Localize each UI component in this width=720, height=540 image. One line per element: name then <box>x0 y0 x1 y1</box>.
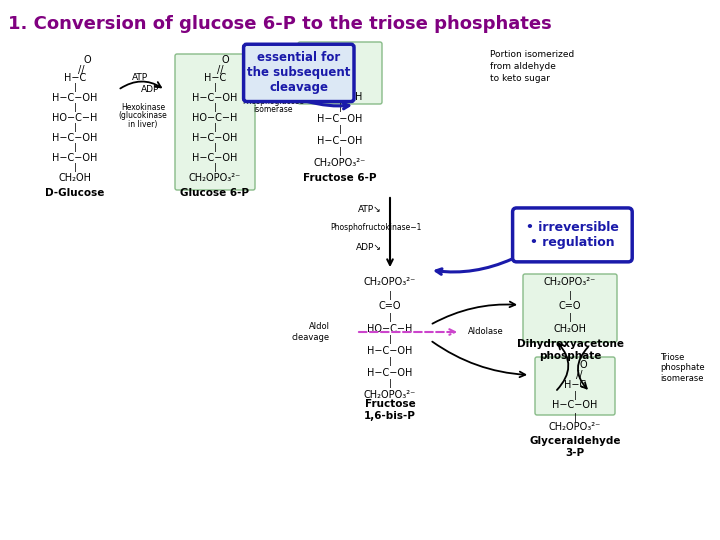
Text: |: | <box>214 84 217 92</box>
Text: C=O: C=O <box>329 69 351 79</box>
Text: Phosphoglucose: Phosphoglucose <box>242 98 304 106</box>
Text: |: | <box>338 147 341 157</box>
Text: H−C−OH: H−C−OH <box>53 153 98 163</box>
Text: CH₂OH: CH₂OH <box>58 173 91 183</box>
Text: |: | <box>569 314 572 322</box>
Text: |: | <box>214 164 217 172</box>
Text: Aldol
cleavage: Aldol cleavage <box>292 322 330 342</box>
Text: |: | <box>73 164 76 172</box>
FancyBboxPatch shape <box>535 357 615 415</box>
Text: Fructose
1,6-bis-P: Fructose 1,6-bis-P <box>364 399 416 421</box>
Text: Fructose 6-P: Fructose 6-P <box>303 173 377 183</box>
Text: |: | <box>389 335 392 345</box>
Text: ATP↘: ATP↘ <box>359 206 382 214</box>
Text: |: | <box>569 291 572 300</box>
Text: Portion isomerized: Portion isomerized <box>490 50 575 59</box>
Text: H−C: H−C <box>204 73 226 83</box>
Text: |: | <box>73 124 76 132</box>
Text: H−C−OH: H−C−OH <box>192 133 238 143</box>
Text: O: O <box>579 360 587 370</box>
Text: |: | <box>73 144 76 152</box>
Text: |: | <box>338 58 341 68</box>
Text: HO−C−H: HO−C−H <box>318 92 363 102</box>
Text: H−C−OH: H−C−OH <box>367 346 413 356</box>
FancyBboxPatch shape <box>523 274 617 342</box>
Text: Dihydroxyacetone: Dihydroxyacetone <box>516 339 624 349</box>
Text: |: | <box>338 82 341 91</box>
Text: |: | <box>574 390 577 400</box>
Text: to keto sugar: to keto sugar <box>490 74 550 83</box>
Text: //: // <box>576 370 582 380</box>
FancyBboxPatch shape <box>513 208 632 262</box>
Text: |: | <box>214 144 217 152</box>
Text: |: | <box>73 84 76 92</box>
Text: HO−C−H: HO−C−H <box>367 324 413 334</box>
Text: //: // <box>217 65 223 75</box>
Text: • irreversible
• regulation: • irreversible • regulation <box>526 221 618 249</box>
Text: CH₂OPO₃²⁻: CH₂OPO₃²⁻ <box>364 277 416 287</box>
Text: H−C: H−C <box>564 380 586 390</box>
Text: CH₂OH: CH₂OH <box>323 45 356 55</box>
Text: |: | <box>574 413 577 422</box>
Text: |: | <box>389 357 392 367</box>
Text: Aldolase: Aldolase <box>468 327 504 336</box>
Text: |: | <box>73 104 76 112</box>
Text: H−C−OH: H−C−OH <box>318 136 363 146</box>
Text: CH₂OPO₃²⁻: CH₂OPO₃²⁻ <box>544 277 596 287</box>
Text: |: | <box>389 291 392 300</box>
Text: isomerase: isomerase <box>253 105 293 114</box>
Text: H−C−OH: H−C−OH <box>53 93 98 103</box>
Text: H−C−OH: H−C−OH <box>367 368 413 378</box>
Text: H−C−OH: H−C−OH <box>192 93 238 103</box>
Text: in liver): in liver) <box>128 119 158 129</box>
Text: H−C: H−C <box>64 73 86 83</box>
Text: D-Glucose: D-Glucose <box>45 188 104 198</box>
Text: |: | <box>389 380 392 388</box>
Text: C=O: C=O <box>379 301 401 311</box>
Text: O: O <box>84 55 91 65</box>
Text: Triose
phosphate
isomerase: Triose phosphate isomerase <box>660 353 705 383</box>
Text: CH₂OPO₃²⁻: CH₂OPO₃²⁻ <box>364 390 416 400</box>
Text: essential for
the subsequent
cleavage: essential for the subsequent cleavage <box>247 51 351 94</box>
Text: |: | <box>338 125 341 134</box>
Text: (glucokinase: (glucokinase <box>119 111 167 120</box>
Text: CH₂OPO₃²⁻: CH₂OPO₃²⁻ <box>314 158 366 168</box>
Text: CH₂OPO₃²⁻: CH₂OPO₃²⁻ <box>549 422 601 432</box>
Text: from aldehyde: from aldehyde <box>490 62 556 71</box>
Text: Glucose 6-P: Glucose 6-P <box>181 188 250 198</box>
Text: C=O: C=O <box>559 301 581 311</box>
Text: 3-P: 3-P <box>565 448 585 458</box>
Text: 1. Conversion of glucose 6-P to the triose phosphates: 1. Conversion of glucose 6-P to the trio… <box>8 15 552 33</box>
Text: Glyceraldehyde: Glyceraldehyde <box>529 436 621 446</box>
FancyBboxPatch shape <box>175 54 255 190</box>
Text: ADP↘: ADP↘ <box>356 244 382 253</box>
Text: H−C−OH: H−C−OH <box>53 133 98 143</box>
Text: CH₂OPO₃²⁻: CH₂OPO₃²⁻ <box>189 173 241 183</box>
Text: CH₂OH: CH₂OH <box>554 324 587 334</box>
Text: |: | <box>214 124 217 132</box>
Text: H−C−OH: H−C−OH <box>318 114 363 124</box>
Text: O: O <box>221 55 229 65</box>
Text: Hexokinase: Hexokinase <box>121 104 165 112</box>
Text: ATP: ATP <box>132 73 148 83</box>
Text: H−C−OH: H−C−OH <box>552 400 598 410</box>
Text: phosphate: phosphate <box>539 351 601 361</box>
Text: |: | <box>338 104 341 112</box>
Text: HO−C−H: HO−C−H <box>53 113 98 123</box>
FancyBboxPatch shape <box>298 42 382 104</box>
Text: HO−C−H: HO−C−H <box>192 113 238 123</box>
Text: //: // <box>78 65 84 75</box>
Text: H−C−OH: H−C−OH <box>192 153 238 163</box>
Text: |: | <box>389 314 392 322</box>
Text: |: | <box>214 104 217 112</box>
FancyBboxPatch shape <box>243 44 354 102</box>
Text: Phosphofructokinase−1: Phosphofructokinase−1 <box>330 224 421 233</box>
Text: ADP: ADP <box>141 85 159 94</box>
